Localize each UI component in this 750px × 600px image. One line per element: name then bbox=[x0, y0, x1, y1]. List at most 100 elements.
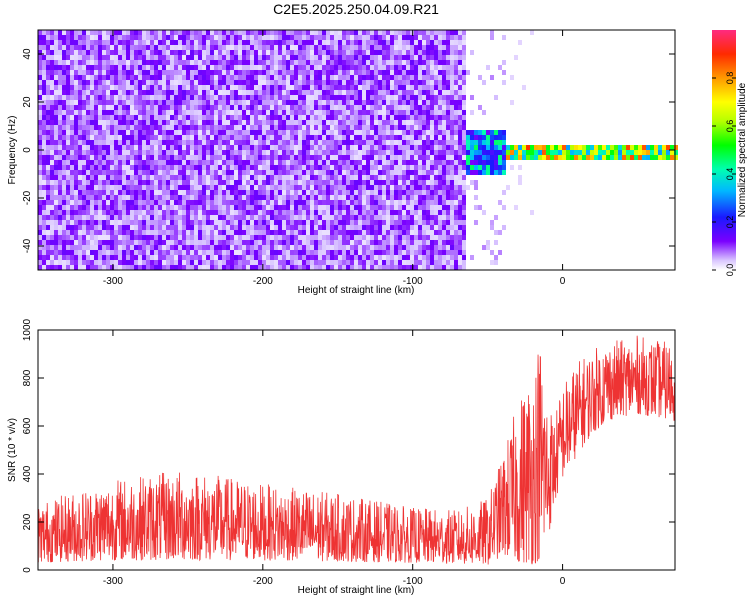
heatmap-cell bbox=[110, 190, 114, 195]
heatmap-cell bbox=[370, 190, 374, 195]
heatmap-cell bbox=[86, 80, 90, 85]
heatmap-cell bbox=[166, 35, 170, 40]
heatmap-cell bbox=[378, 165, 382, 170]
heatmap-cell bbox=[78, 35, 82, 40]
heatmap-cell bbox=[370, 250, 374, 255]
heatmap-cell bbox=[222, 145, 226, 150]
heatmap-cell bbox=[430, 165, 434, 170]
heatmap-cell bbox=[402, 255, 406, 260]
heatmap-cell bbox=[130, 260, 134, 265]
heatmap-cell bbox=[350, 190, 354, 195]
heatmap-cell bbox=[190, 125, 194, 130]
heatmap-cell bbox=[450, 225, 454, 230]
heatmap-cell bbox=[118, 235, 122, 240]
heatmap-cell bbox=[246, 215, 250, 220]
heatmap-cell bbox=[238, 210, 242, 215]
heatmap-cell bbox=[78, 190, 82, 195]
heatmap-cell bbox=[126, 200, 130, 205]
heatmap-cell bbox=[302, 40, 306, 45]
heatmap-cell bbox=[90, 50, 94, 55]
heatmap-cell bbox=[238, 165, 242, 170]
heatmap-cell bbox=[110, 105, 114, 110]
heatmap-cell bbox=[346, 45, 350, 50]
heatmap-cell bbox=[442, 55, 446, 60]
heatmap-cell bbox=[246, 255, 250, 260]
heatmap-cell bbox=[346, 170, 350, 175]
heatmap-cell bbox=[90, 35, 94, 40]
heatmap-cell bbox=[38, 265, 42, 270]
heatmap-cell bbox=[210, 220, 214, 225]
heatmap-cell bbox=[286, 200, 290, 205]
heatmap-cell bbox=[42, 105, 46, 110]
heatmap-cell bbox=[38, 110, 42, 115]
heatmap-cell bbox=[142, 100, 146, 105]
heatmap-cell bbox=[50, 190, 54, 195]
heatmap-cell bbox=[194, 75, 198, 80]
heatmap-cell bbox=[146, 210, 150, 215]
heatmap-cell bbox=[50, 200, 54, 205]
heatmap-cell bbox=[126, 195, 130, 200]
heatmap-cell bbox=[434, 45, 438, 50]
heatmap-cell bbox=[142, 210, 146, 215]
heatmap-cell bbox=[130, 225, 134, 230]
heatmap-cell bbox=[198, 225, 202, 230]
heatmap-cell bbox=[146, 145, 150, 150]
heatmap-cell bbox=[146, 110, 150, 115]
heatmap-cell bbox=[114, 90, 118, 95]
heatmap-cell bbox=[98, 115, 102, 120]
heatmap-cell bbox=[438, 110, 442, 115]
heatmap-cell bbox=[42, 230, 46, 235]
heatmap-cell bbox=[370, 100, 374, 105]
heatmap-cell bbox=[194, 60, 198, 65]
heatmap-cell bbox=[322, 255, 326, 260]
heatmap-cell bbox=[206, 80, 210, 85]
heatmap-cell bbox=[334, 180, 338, 185]
heatmap-cell bbox=[62, 175, 66, 180]
heatmap-cell bbox=[222, 120, 226, 125]
heatmap-cell bbox=[410, 190, 414, 195]
heatmap-cell bbox=[442, 95, 446, 100]
heatmap-cell bbox=[318, 185, 322, 190]
heatmap-cell bbox=[130, 30, 134, 35]
heatmap-cell bbox=[126, 140, 130, 145]
heatmap-cell bbox=[274, 230, 278, 235]
heatmap-cell bbox=[410, 170, 414, 175]
heatmap-cell bbox=[298, 105, 302, 110]
heatmap-cell bbox=[58, 55, 62, 60]
heatmap-cell bbox=[374, 250, 378, 255]
heatmap-cell bbox=[298, 125, 302, 130]
heatmap-cell bbox=[202, 115, 206, 120]
heatmap-cell bbox=[374, 240, 378, 245]
heatmap-cell bbox=[174, 215, 178, 220]
heatmap-cell bbox=[226, 115, 230, 120]
heatmap-cell bbox=[274, 50, 278, 55]
heatmap-cell bbox=[450, 175, 454, 180]
heatmap-cell bbox=[278, 90, 282, 95]
heatmap-cell bbox=[158, 135, 162, 140]
heatmap-cell bbox=[118, 45, 122, 50]
heatmap-cell bbox=[346, 230, 350, 235]
heatmap-cell bbox=[142, 130, 146, 135]
heatmap-cell bbox=[54, 190, 58, 195]
heatmap-cell bbox=[274, 170, 278, 175]
heatmap-cell bbox=[450, 135, 454, 140]
heatmap-cell bbox=[102, 170, 106, 175]
heatmap-cell bbox=[338, 70, 342, 75]
heatmap-cell bbox=[82, 125, 86, 130]
heatmap-cell bbox=[326, 180, 330, 185]
heatmap-cell bbox=[318, 70, 322, 75]
heatmap-cell bbox=[402, 175, 406, 180]
heatmap-cell bbox=[322, 55, 326, 60]
heatmap-cell bbox=[342, 95, 346, 100]
heatmap-cell bbox=[198, 135, 202, 140]
heatmap-cell bbox=[430, 235, 434, 240]
heatmap-cell bbox=[78, 240, 82, 245]
heatmap-cell bbox=[130, 255, 134, 260]
heatmap-cell bbox=[210, 105, 214, 110]
heatmap-cell bbox=[406, 30, 410, 35]
heatmap-cell bbox=[102, 225, 106, 230]
heatmap-cell bbox=[278, 150, 282, 155]
heatmap-cell bbox=[258, 75, 262, 80]
heatmap-cell bbox=[286, 60, 290, 65]
heatmap-cell bbox=[94, 65, 98, 70]
